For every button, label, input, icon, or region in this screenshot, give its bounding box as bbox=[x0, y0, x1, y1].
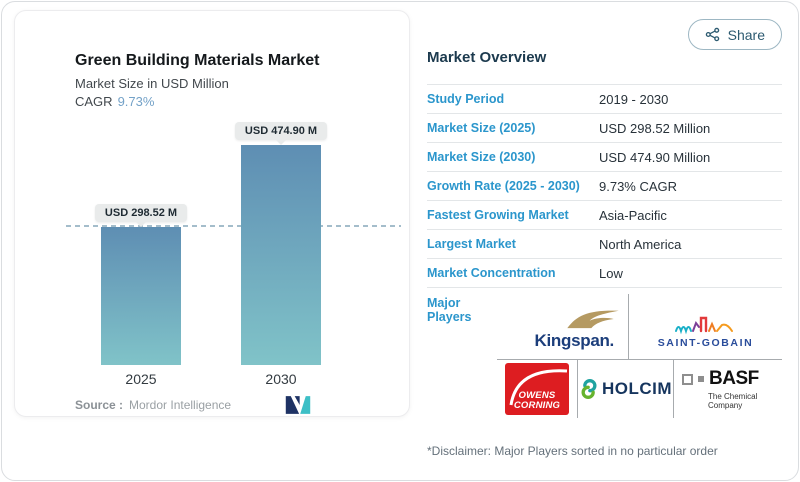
kingspan-wordmark: Kingspan. bbox=[534, 331, 615, 350]
source-name: Mordor Intelligence bbox=[129, 398, 232, 412]
row-label: Market Size (2030) bbox=[427, 150, 536, 164]
table-row: Market Concentration Low bbox=[427, 259, 782, 288]
x-tick-2030: 2030 bbox=[265, 371, 297, 387]
owens-corning-badge: OWENS CORNING bbox=[505, 363, 569, 415]
table-row: Market Size (2025) USD 298.52 Million bbox=[427, 114, 782, 143]
overview-table: Study Period 2019 - 2030 Market Size (20… bbox=[427, 84, 782, 288]
major-players-section: Major Players Kingspan. bbox=[427, 294, 782, 418]
table-row: Market Size (2030) USD 474.90 Million bbox=[427, 143, 782, 172]
row-value: USD 474.90 Million bbox=[599, 149, 711, 165]
basf-square-solid-icon bbox=[698, 376, 704, 382]
table-row: Study Period 2019 - 2030 bbox=[427, 85, 782, 114]
owens-corning-logo: OWENS CORNING bbox=[497, 360, 577, 418]
bar-2025[interactable] bbox=[101, 227, 181, 365]
row-label: Study Period bbox=[427, 92, 505, 106]
major-players-label: Major Players bbox=[427, 296, 472, 324]
share-label: Share bbox=[727, 26, 765, 43]
kingspan-lion-icon bbox=[567, 310, 619, 329]
row-label: Growth Rate (2025 - 2030) bbox=[427, 179, 580, 193]
major-players-logo-grid: Kingspan. SAINT-GOBAIN bbox=[497, 294, 782, 418]
row-value: 2019 - 2030 bbox=[599, 91, 669, 107]
table-row: Growth Rate (2025 - 2030) 9.73% CAGR bbox=[427, 172, 782, 201]
row-value: Asia-Pacific bbox=[599, 207, 667, 223]
bar-group-2030: USD 474.90 M 2030 bbox=[234, 122, 328, 391]
chart-cagr: CAGR 9.73% bbox=[75, 93, 389, 111]
row-value: North America bbox=[599, 236, 682, 252]
bar-2030[interactable] bbox=[241, 145, 321, 365]
row-label: Market Concentration bbox=[427, 266, 556, 280]
bar-label-caret bbox=[136, 222, 146, 227]
x-tick-2025: 2025 bbox=[125, 371, 157, 387]
row-value: USD 298.52 Million bbox=[599, 120, 711, 136]
table-row: Largest Market North America bbox=[427, 230, 782, 259]
row-value: Low bbox=[599, 265, 623, 281]
share-icon bbox=[705, 27, 719, 42]
row-label: Market Size (2025) bbox=[427, 121, 536, 135]
mordor-intelligence-logo-icon bbox=[283, 395, 313, 415]
logo-grid-row: Kingspan. SAINT-GOBAIN bbox=[497, 294, 782, 360]
market-overview-panel: Share Market Overview Study Period 2019 … bbox=[410, 2, 798, 480]
basf-wordmark-row: BASF bbox=[682, 368, 759, 390]
cagr-value: 9.73% bbox=[117, 94, 155, 109]
saint-gobain-skyline-icon bbox=[674, 316, 733, 335]
bar-label-caret bbox=[276, 140, 286, 145]
owens-corning-wordmark-line1: OWENS bbox=[518, 390, 556, 401]
overview-title: Market Overview bbox=[427, 49, 547, 66]
source-row: Source : Mordor Intelligence bbox=[75, 395, 409, 415]
bar-chart: USD 298.52 M 2025 USD 474.90 M 2030 bbox=[66, 117, 401, 391]
logo-grid-row: OWENS CORNING HOLCIM bbox=[497, 360, 782, 418]
holcim-wordmark: HOLCIM bbox=[601, 379, 673, 398]
source-label: Source : bbox=[75, 398, 124, 412]
bar-label-2030: USD 474.90 M bbox=[234, 122, 328, 140]
saint-gobain-logo: SAINT-GOBAIN bbox=[629, 294, 782, 359]
owens-corning-wordmark-line2: CORNING bbox=[513, 399, 561, 411]
chart-subtitle: Market Size in USD Million bbox=[75, 76, 229, 91]
table-row: Fastest Growing Market Asia-Pacific bbox=[427, 201, 782, 230]
saint-gobain-wordmark: SAINT-GOBAIN bbox=[657, 337, 754, 349]
kingspan-logo: Kingspan. bbox=[497, 294, 629, 359]
market-chart-card: Green Building Materials Market Market S… bbox=[14, 10, 410, 417]
row-label: Largest Market bbox=[427, 237, 516, 251]
bar-group-2025: USD 298.52 M 2025 bbox=[94, 204, 188, 391]
share-button[interactable]: Share bbox=[687, 19, 782, 50]
row-value: 9.73% CAGR bbox=[599, 178, 678, 194]
bar-label-2025: USD 298.52 M bbox=[94, 204, 188, 222]
chart-header: Green Building Materials Market Market S… bbox=[15, 11, 409, 111]
row-label: Fastest Growing Market bbox=[427, 208, 569, 222]
basf-square-outline-icon bbox=[682, 373, 693, 385]
basf-wordmark: BASF bbox=[709, 368, 759, 389]
basf-logo: BASF The Chemical Company bbox=[674, 360, 782, 418]
basf-tagline: The Chemical Company bbox=[708, 392, 758, 410]
disclaimer-text: *Disclaimer: Major Players sorted in no … bbox=[427, 444, 718, 458]
holcim-knot-icon bbox=[581, 379, 597, 399]
holcim-logo: HOLCIM bbox=[577, 360, 674, 418]
owens-corning-curve-icon bbox=[509, 369, 568, 406]
threshold-line bbox=[66, 225, 401, 227]
chart-title: Green Building Materials Market bbox=[75, 52, 320, 69]
cagr-label: CAGR bbox=[75, 94, 113, 109]
